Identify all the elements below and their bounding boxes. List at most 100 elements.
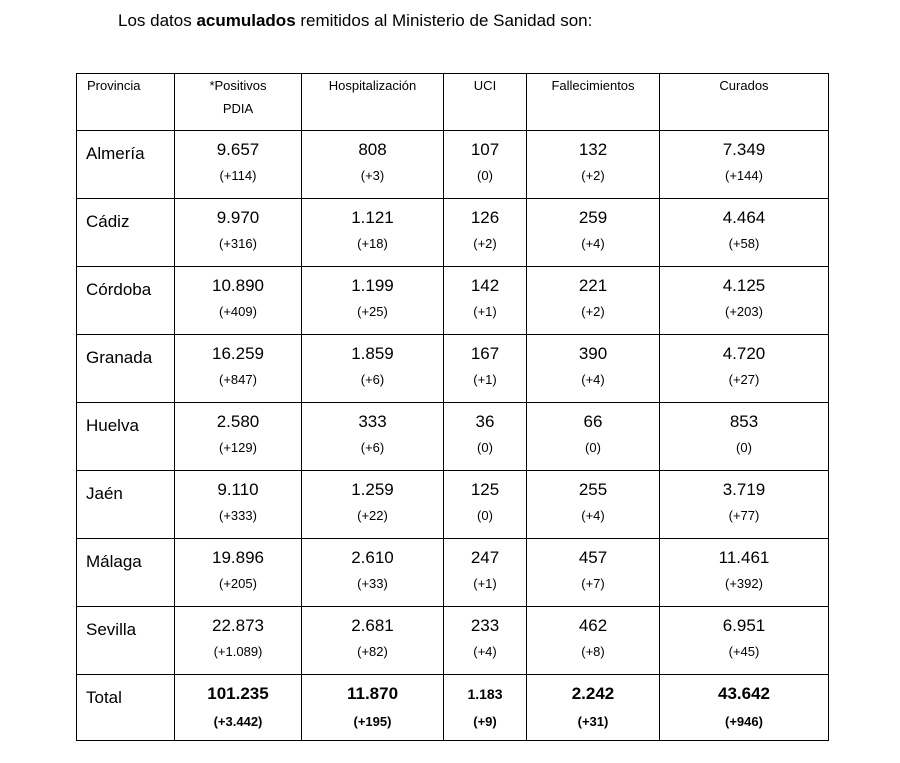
daily-change: (0) (477, 168, 493, 183)
cell-fallecimientos: 2.242 (+31) (526, 674, 660, 741)
header-hospitalizacion: Hospitalización (301, 73, 444, 131)
cell-curados: 11.461 (+392) (659, 538, 829, 607)
cumulative-value: 259 (578, 208, 608, 227)
daily-change: (0) (585, 440, 601, 455)
cumulative-value: 10.890 (212, 276, 264, 295)
cell-curados: 4.720 (+27) (659, 334, 829, 403)
daily-change: (+77) (728, 508, 760, 523)
cell-curados: 4.125 (+203) (659, 266, 829, 335)
cumulative-data-table: Provincia *Positivos PDIA Hospitalización… (76, 73, 829, 741)
daily-change: (+6) (360, 440, 385, 455)
daily-change: (+2) (581, 304, 605, 319)
daily-change: (+114) (219, 168, 257, 183)
cell-hospitalizacion: 1.199 (+25) (301, 266, 444, 335)
cumulative-value: 9.110 (217, 480, 259, 499)
daily-change: (+847) (219, 372, 257, 387)
cumulative-value: 142 (470, 276, 500, 295)
cumulative-value: 43.642 (718, 684, 770, 703)
cell-uci: 126 (+2) (443, 198, 527, 267)
daily-change: (+4) (473, 644, 497, 659)
cumulative-value: 6.951 (722, 616, 766, 635)
cumulative-value: 462 (578, 616, 608, 635)
cumulative-value: 247 (470, 548, 500, 567)
cell-fallecimientos: 457 (+7) (526, 538, 660, 607)
header-positivos-line1: *Positivos (209, 78, 267, 93)
cumulative-value: 1.183 (467, 686, 503, 702)
cumulative-value: 255 (578, 480, 608, 499)
cumulative-value: 107 (470, 140, 500, 159)
header-curados: Curados (659, 73, 829, 131)
daily-change: (0) (477, 508, 493, 523)
cumulative-value: 132 (578, 140, 608, 159)
daily-change: (+195) (353, 714, 392, 729)
daily-change: (+25) (357, 304, 388, 319)
daily-change: (+22) (357, 508, 388, 523)
cell-fallecimientos: 462 (+8) (526, 606, 660, 675)
cumulative-value: 233 (470, 616, 500, 635)
cell-curados: 3.719 (+77) (659, 470, 829, 539)
cell-hospitalizacion: 1.859 (+6) (301, 334, 444, 403)
cumulative-value: 3.719 (722, 480, 766, 499)
province-name: Córdoba (76, 266, 175, 335)
cell-positivos: 9.110 (+333) (174, 470, 302, 539)
table-header-row: Provincia *Positivos PDIA Hospitalización… (76, 73, 829, 131)
daily-change: (0) (477, 440, 493, 455)
cell-uci: 167 (+1) (443, 334, 527, 403)
daily-change: (+4) (581, 372, 605, 387)
cumulative-value: 1.199 (351, 276, 394, 295)
cell-curados: 43.642 (+946) (659, 674, 829, 741)
cumulative-value: 1.859 (351, 344, 394, 363)
cell-curados: 853 (0) (659, 402, 829, 471)
cell-positivos: 9.970 (+316) (174, 198, 302, 267)
daily-change: (+45) (728, 644, 760, 659)
cumulative-value: 457 (578, 548, 608, 567)
province-name: Almería (76, 130, 175, 199)
daily-change: (+3) (360, 168, 385, 183)
header-fallecimientos: Fallecimientos (526, 73, 660, 131)
cell-positivos: 10.890 (+409) (174, 266, 302, 335)
cumulative-value: 2.681 (351, 616, 394, 635)
cumulative-value: 221 (578, 276, 608, 295)
daily-change: (+392) (725, 576, 763, 591)
cumulative-value: 4.464 (722, 208, 766, 227)
daily-change: (+409) (219, 304, 257, 319)
cell-hospitalizacion: 2.610 (+33) (301, 538, 444, 607)
daily-change: (+1) (473, 372, 497, 387)
daily-change: (+2) (473, 236, 497, 251)
cumulative-value: 36 (475, 412, 495, 431)
table-row: Granada 16.259 (+847) 1.859 (+6) 167 (+1) 390 (+… (76, 334, 829, 403)
cumulative-value: 1.121 (351, 208, 394, 227)
cumulative-value: 167 (470, 344, 500, 363)
cumulative-value: 125 (470, 480, 500, 499)
cumulative-value: 22.873 (212, 616, 264, 635)
cumulative-value: 2.580 (216, 412, 260, 431)
header-positivos-line2: PDIA (222, 101, 254, 116)
cumulative-value: 126 (470, 208, 500, 227)
province-name: Granada (76, 334, 175, 403)
total-row: Total 101.235 (+3.442) 11.870 (+195) 1.183 (+9… (76, 674, 829, 741)
cell-uci: 1.183 (+9) (443, 674, 527, 741)
daily-change: (+33) (357, 576, 388, 591)
page-heading: Los datos acumulados remitidos al Minist… (118, 11, 592, 31)
daily-change: (+58) (728, 236, 760, 251)
daily-change: (+946) (725, 714, 763, 729)
table-row: Málaga 19.896 (+205) 2.610 (+33) 247 (+1) 457 (+… (76, 538, 829, 607)
cumulative-value: 19.896 (212, 548, 264, 567)
table-row: Cádiz 9.970 (+316) 1.121 (+18) 126 (+2) 259 (+4)… (76, 198, 829, 267)
cell-uci: 233 (+4) (443, 606, 527, 675)
daily-change: (0) (736, 440, 752, 455)
province-name: Cádiz (76, 198, 175, 267)
cell-fallecimientos: 221 (+2) (526, 266, 660, 335)
daily-change: (+3.442) (213, 714, 263, 729)
table-row: Sevilla 22.873 (+1.089) 2.681 (+82) 233 (+4) 46… (76, 606, 829, 675)
cumulative-value: 101.235 (207, 684, 269, 703)
daily-change: (+2) (581, 168, 605, 183)
daily-change: (+333) (219, 508, 257, 523)
cumulative-value: 9.657 (216, 140, 260, 159)
cell-curados: 6.951 (+45) (659, 606, 829, 675)
heading-bold-text: acumulados (196, 11, 296, 30)
cell-positivos: 22.873 (+1.089) (174, 606, 302, 675)
cumulative-value: 808 (358, 140, 387, 159)
heading-text: Los datos (118, 11, 197, 30)
daily-change: (+27) (728, 372, 760, 387)
